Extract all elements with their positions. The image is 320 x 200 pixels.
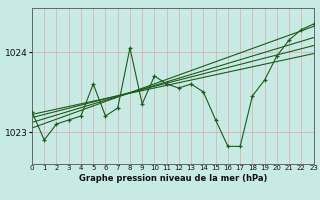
X-axis label: Graphe pression niveau de la mer (hPa): Graphe pression niveau de la mer (hPa)	[79, 174, 267, 183]
